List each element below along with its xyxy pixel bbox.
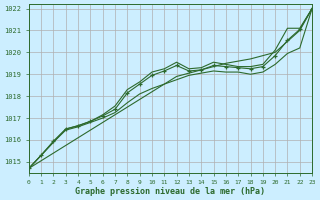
X-axis label: Graphe pression niveau de la mer (hPa): Graphe pression niveau de la mer (hPa) [76,187,266,196]
